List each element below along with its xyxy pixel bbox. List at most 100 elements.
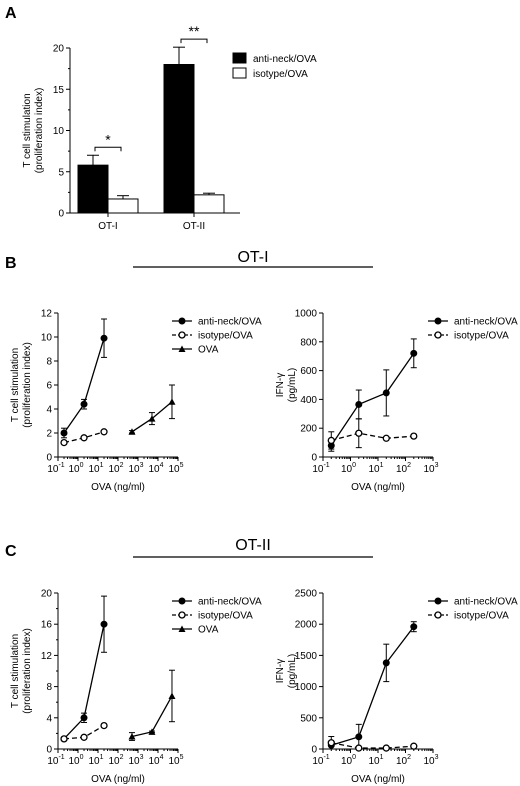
legend-label: OVA bbox=[198, 345, 219, 356]
y-tick-label: 600 bbox=[300, 366, 317, 377]
y-tick-label: 4 bbox=[46, 405, 52, 416]
x-tick-label: 100 bbox=[68, 754, 83, 767]
marker-filled-circle bbox=[100, 620, 108, 628]
marker-filled-circle bbox=[434, 597, 442, 605]
marker-open-circle bbox=[327, 436, 335, 445]
y-tick-label: 2000 bbox=[295, 620, 318, 631]
y-tick-label: 4 bbox=[46, 713, 52, 724]
y-tick-label: 12 bbox=[41, 309, 53, 320]
x-tick-label: 104 bbox=[148, 754, 163, 767]
marker-open-circle bbox=[434, 611, 442, 619]
y-tick-label: 1000 bbox=[295, 682, 318, 693]
marker-filled-circle bbox=[100, 334, 108, 342]
x-tick-exp: 1 bbox=[380, 462, 384, 469]
marker-triangle bbox=[148, 728, 156, 735]
x-tick-base: 10 bbox=[423, 756, 435, 767]
x-tick-base: 10 bbox=[312, 464, 324, 475]
x-tick-exp: 1 bbox=[100, 754, 104, 761]
marker-filled-circle bbox=[355, 733, 363, 741]
x-tick-base: 10 bbox=[396, 756, 408, 767]
x-tick-base: 10 bbox=[68, 464, 80, 475]
x-tick-label: OT-I bbox=[98, 221, 117, 232]
x-tick-label: 103 bbox=[423, 462, 438, 475]
marker-filled-circle bbox=[355, 400, 363, 408]
x-tick-label: 101 bbox=[368, 754, 383, 767]
x-tick-label: 101 bbox=[88, 462, 103, 475]
y-axis-label-line2: (pg/mL) bbox=[287, 654, 298, 688]
series-line bbox=[63, 338, 105, 434]
x-tick-base: 10 bbox=[88, 464, 100, 475]
y-axis-label-line2: (pg/mL) bbox=[287, 368, 298, 402]
section-header-ot1: OT-I bbox=[237, 249, 268, 266]
marker-triangle bbox=[148, 415, 156, 422]
panel-label-a: A bbox=[5, 5, 17, 22]
legend-label: isotype/OVA bbox=[253, 69, 308, 80]
x-tick-base: 10 bbox=[108, 756, 120, 767]
y-axis-label-line1: T cell stimulation bbox=[10, 348, 21, 422]
x-tick-exp: 2 bbox=[120, 462, 124, 469]
panel-label-c: C bbox=[5, 543, 17, 560]
x-tick-label: 105 bbox=[168, 754, 183, 767]
x-tick-exp: 2 bbox=[120, 754, 124, 761]
x-tick-label: 102 bbox=[108, 462, 123, 475]
series-line bbox=[330, 352, 415, 446]
x-axis-label: OVA (ng/ml) bbox=[351, 774, 405, 785]
significance-label: * bbox=[105, 131, 111, 147]
y-tick-label: 5 bbox=[58, 167, 64, 178]
x-tick-exp: 2 bbox=[407, 754, 411, 761]
y-tick-label: 8 bbox=[46, 357, 52, 368]
x-tick-label: 10-1 bbox=[312, 754, 329, 767]
x-tick-label: 100 bbox=[341, 754, 356, 767]
x-tick-base: 10 bbox=[341, 464, 353, 475]
x-tick-exp: 3 bbox=[435, 462, 439, 469]
x-tick-exp: 4 bbox=[160, 462, 164, 469]
x-tick-exp: 5 bbox=[180, 462, 184, 469]
marker-open-circle bbox=[410, 742, 418, 750]
x-tick-exp: 1 bbox=[380, 754, 384, 761]
y-axis-label: IFN-γ(pg/mL) bbox=[275, 368, 298, 402]
marker-open-circle bbox=[60, 735, 68, 743]
x-tick-exp: -1 bbox=[323, 462, 329, 469]
legend-label: isotype/OVA bbox=[198, 611, 253, 622]
y-tick-label: 200 bbox=[300, 424, 317, 435]
x-tick-exp: 3 bbox=[435, 754, 439, 761]
legend-label: anti-neck/OVA bbox=[198, 317, 262, 328]
y-tick-label: 8 bbox=[46, 682, 52, 693]
panel-label-b: B bbox=[5, 255, 17, 272]
series-line bbox=[331, 742, 414, 749]
marker-filled-circle bbox=[410, 349, 418, 357]
x-tick-base: 10 bbox=[423, 464, 435, 475]
y-axis-label: IFN-γ(pg/mL) bbox=[275, 654, 298, 688]
x-tick-base: 10 bbox=[47, 464, 59, 475]
x-tick-label: 103 bbox=[423, 754, 438, 767]
y-axis-label: T cell stimulation(proliferation index) bbox=[10, 342, 33, 428]
x-tick-label: 103 bbox=[128, 462, 143, 475]
y-tick-label: 20 bbox=[41, 589, 53, 600]
y-axis-label-line2: (proliferation index) bbox=[22, 628, 33, 714]
y-tick-label: 0 bbox=[46, 453, 52, 464]
y-tick-label: 400 bbox=[300, 395, 317, 406]
legend-swatch bbox=[232, 67, 247, 79]
x-tick-base: 10 bbox=[396, 464, 408, 475]
marker-open-circle bbox=[327, 739, 335, 747]
x-tick-label: 103 bbox=[128, 754, 143, 767]
bar bbox=[163, 64, 195, 214]
marker-filled-circle bbox=[178, 317, 186, 325]
marker-triangle bbox=[168, 398, 176, 405]
marker-open-circle bbox=[355, 744, 363, 752]
x-tick-label: 101 bbox=[368, 462, 383, 475]
x-tick-base: 10 bbox=[312, 756, 324, 767]
x-tick-base: 10 bbox=[148, 464, 160, 475]
y-tick-label: 800 bbox=[300, 337, 317, 348]
x-tick-exp: -1 bbox=[323, 754, 329, 761]
x-tick-label: 102 bbox=[396, 754, 411, 767]
marker-filled-circle bbox=[382, 659, 390, 667]
marker-triangle bbox=[128, 428, 136, 435]
marker-triangle bbox=[178, 625, 186, 632]
marker-open-circle bbox=[80, 733, 88, 741]
x-tick-exp: 0 bbox=[80, 754, 84, 761]
